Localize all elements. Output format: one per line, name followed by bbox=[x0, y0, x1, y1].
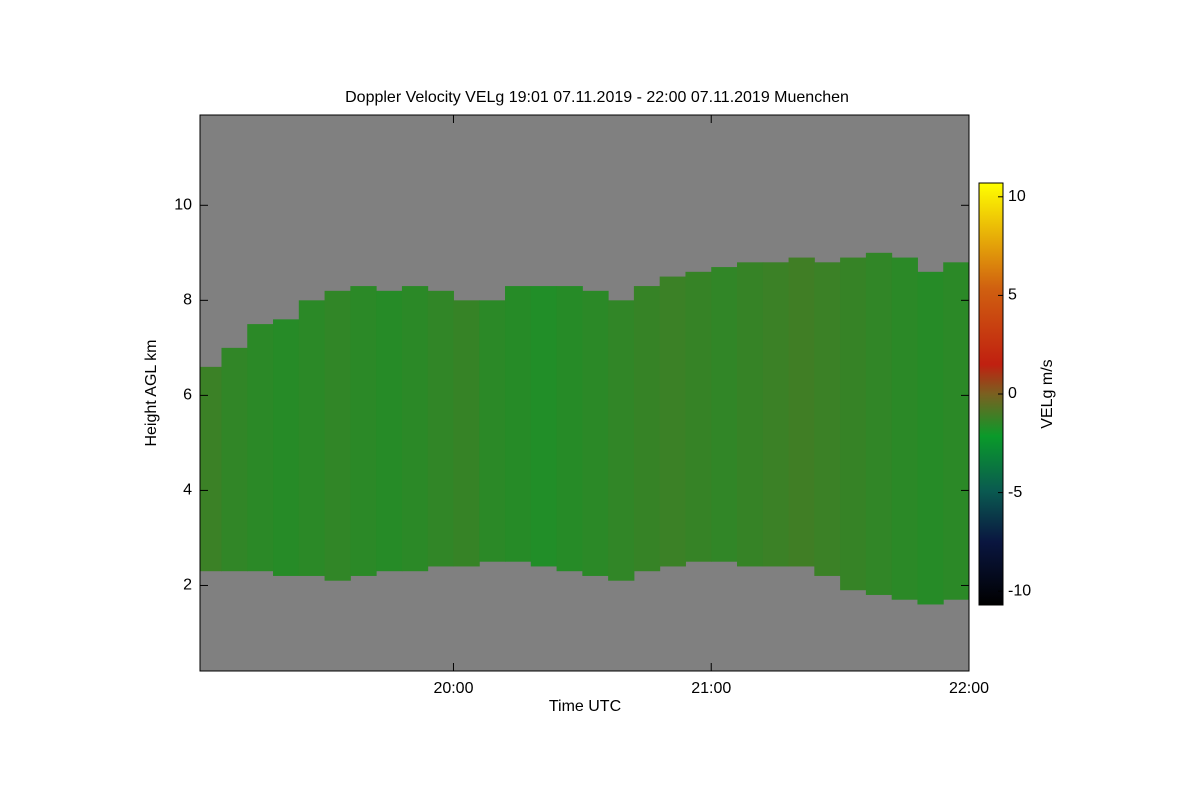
x-tick-label: 22:00 bbox=[949, 680, 989, 697]
x-axis-label: Time UTC bbox=[549, 698, 621, 715]
plot-frame bbox=[199, 114, 970, 672]
echo-column bbox=[659, 276, 686, 567]
echo-column bbox=[762, 262, 790, 567]
echo-column bbox=[247, 324, 274, 572]
y-tick-label: 6 bbox=[183, 387, 192, 404]
echo-column bbox=[324, 290, 351, 581]
y-tick-label: 8 bbox=[183, 292, 192, 309]
echo-column bbox=[865, 252, 893, 595]
echo-column bbox=[427, 290, 454, 567]
echo-column bbox=[530, 286, 558, 567]
echo-column bbox=[505, 286, 532, 562]
echo-column bbox=[788, 257, 815, 567]
plot-area bbox=[199, 114, 970, 672]
echo-column bbox=[273, 319, 300, 576]
colorbar-tick-label: -5 bbox=[1008, 484, 1022, 501]
echo-column bbox=[840, 257, 867, 591]
echo-column bbox=[350, 286, 377, 576]
y-tick-label: 10 bbox=[174, 197, 192, 214]
echo-column bbox=[814, 262, 841, 576]
echo-column bbox=[298, 300, 326, 576]
echo-column bbox=[401, 286, 429, 572]
echo-column bbox=[633, 286, 661, 572]
echo-column bbox=[608, 300, 635, 581]
colorbar-tick-label: 0 bbox=[1008, 385, 1017, 402]
echo-column bbox=[943, 262, 970, 600]
colorbar-tick-label: 5 bbox=[1008, 287, 1017, 304]
echo-column bbox=[737, 262, 764, 567]
echo-column bbox=[479, 300, 506, 562]
echo-column bbox=[453, 300, 480, 567]
colorbar-tick-label: 10 bbox=[1008, 188, 1026, 205]
x-tick-label: 20:00 bbox=[433, 680, 473, 697]
echo-column bbox=[711, 267, 738, 562]
echo-column bbox=[376, 290, 403, 572]
colorbar-label: VELg m/s bbox=[1039, 359, 1056, 428]
echo-column bbox=[891, 257, 918, 600]
echo-column bbox=[221, 347, 248, 572]
x-tick-label: 21:00 bbox=[691, 680, 731, 697]
y-tick-label: 2 bbox=[183, 577, 192, 594]
y-tick-label: 4 bbox=[183, 482, 192, 499]
chart-title: Doppler Velocity VELg 19:01 07.11.2019 -… bbox=[345, 89, 849, 106]
echo-column bbox=[685, 271, 712, 562]
echo-column bbox=[556, 286, 583, 572]
echo-column bbox=[200, 366, 222, 572]
y-axis-label: Height AGL km bbox=[143, 339, 160, 446]
colorbar-tick-label: -10 bbox=[1008, 582, 1031, 599]
echo-column bbox=[917, 271, 944, 605]
echo-column bbox=[582, 290, 609, 576]
